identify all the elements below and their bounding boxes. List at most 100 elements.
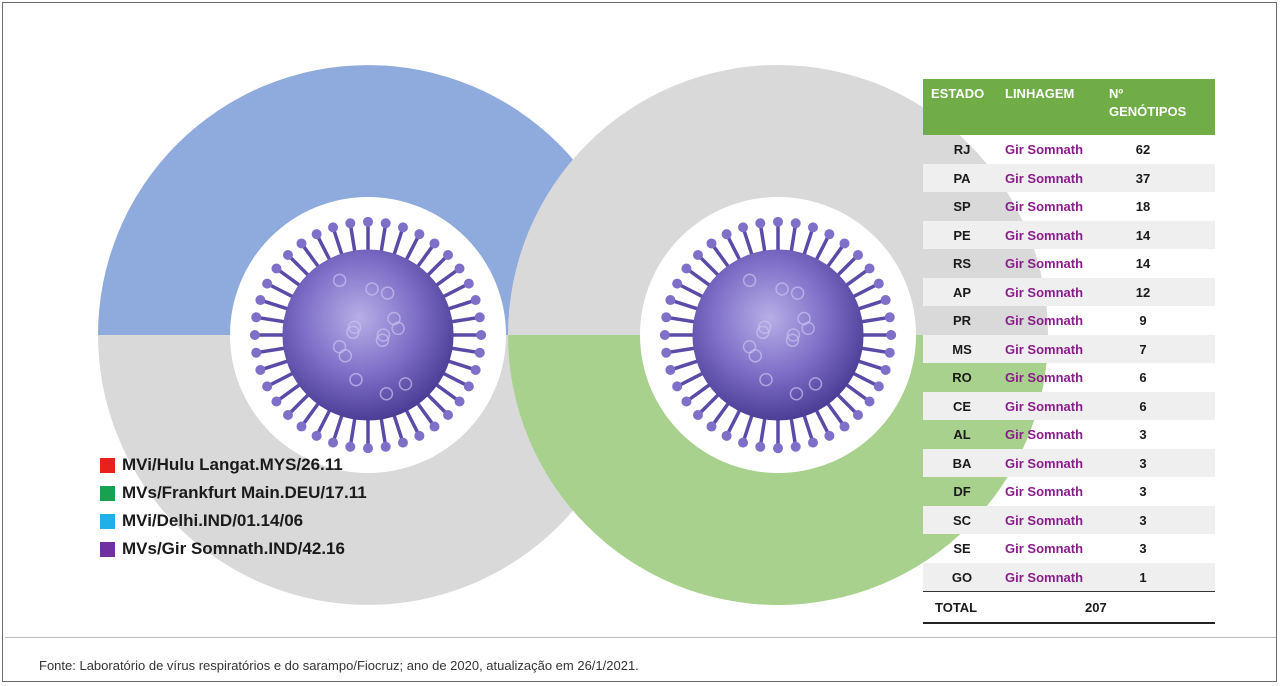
virus-spike-tip (328, 437, 339, 448)
virus-texture (808, 377, 823, 391)
virus-texture (376, 328, 391, 342)
virus-texture (332, 339, 347, 354)
table-total-row: TOTAL 207 (923, 591, 1215, 624)
legend-label: MVs/Frankfurt Main.DEU/17.11 (122, 483, 367, 502)
virus-spike-tip (790, 218, 801, 229)
virus-spike-tip (665, 295, 676, 306)
virus-spike-tip (839, 421, 850, 432)
virus-spike-tip (328, 222, 339, 233)
cell-linhagem: Gir Somnath (1005, 256, 1084, 271)
table-row: GO Gir Somnath 1 (923, 562, 1215, 591)
cell-genotipos: 3 (1139, 512, 1147, 528)
virus-texture (365, 282, 379, 296)
cell-linhagem: Gir Somnath (1005, 170, 1084, 186)
cell-linhagem: Gir Somnath (1005, 427, 1084, 442)
virus-spike-tip (884, 312, 895, 323)
cell-linhagem: Gir Somnath (1005, 199, 1084, 214)
virus-spike-tip (443, 249, 454, 260)
virus-texture (380, 286, 395, 300)
legend-label: MVs/Gir Somnath.IND/42.16 (122, 539, 345, 558)
cell-linhagem: Gir Somnath (1005, 484, 1084, 499)
total-label: TOTAL (935, 600, 978, 615)
header-genotipos: GENÓTIPOS (1109, 104, 1187, 119)
virus-spike-tip (706, 421, 717, 432)
virus-spike-tip (380, 441, 391, 452)
genotype-table: ESTADO LINHAGEM Nº GENÓTIPOS RJ Gir Somna… (923, 79, 1215, 624)
cell-estado: RJ (953, 142, 971, 157)
virus-spike-tip (474, 312, 485, 323)
virus-spike-tip (886, 330, 897, 340)
legend-swatch-purple (100, 542, 115, 557)
virus-spike-tip (262, 278, 273, 289)
virus-spike-tip (474, 347, 485, 358)
table-row: CE Gir Somnath 6 (923, 391, 1215, 420)
virus-spike-tip (414, 229, 425, 240)
cell-linhagem: Gir Somnath (1005, 370, 1084, 385)
table-row: PA Gir Somnath 37 (923, 163, 1215, 192)
virus-spike-tip (661, 347, 672, 358)
total-value: 207 (1085, 600, 1107, 615)
virus-spike-tip (476, 330, 487, 340)
virus-spike-tip (884, 347, 895, 358)
virus-texture (775, 282, 789, 296)
table-row: AL Gir Somnath 3 (923, 420, 1215, 449)
virus-texture (789, 387, 804, 401)
virus-spike-tip (345, 218, 356, 229)
virus-texture (391, 321, 405, 336)
cell-genotipos: 6 (1139, 398, 1147, 414)
virus-texture (742, 339, 757, 354)
virus-texture (757, 320, 772, 335)
table-row: MS Gir Somnath 7 (923, 334, 1215, 363)
virus-spike-tip (429, 421, 440, 432)
virus-spike-tip (249, 330, 260, 340)
virus-spike-tip (738, 222, 749, 233)
cell-genotipos: 14 (1135, 227, 1151, 243)
virus-spike-tip (363, 216, 373, 227)
cell-linhagem: Gir Somnath (1005, 398, 1084, 414)
virus-texture (347, 320, 362, 335)
virus-spike-tip (864, 396, 875, 407)
cell-estado: RS (952, 256, 972, 271)
virus-spike-tip (311, 430, 322, 441)
table-row: DF Gir Somnath 3 (923, 477, 1215, 506)
virus-spike-tip (262, 381, 273, 392)
cell-estado: AP (952, 284, 972, 300)
cell-genotipos: 3 (1139, 484, 1147, 499)
virus-spike-tip (692, 410, 703, 421)
virus-spike-tip (790, 441, 801, 452)
virus-spike-tip (692, 249, 703, 260)
cell-estado: RO (952, 370, 972, 385)
virus-spike-tip (271, 396, 282, 407)
table-row: RJ Gir Somnath 62 (923, 135, 1215, 164)
virus-spike-tip (755, 218, 766, 229)
legend-swatch-red (100, 458, 115, 473)
cell-estado: PR (952, 313, 972, 328)
virus-spike-tip (397, 437, 408, 448)
table-row: PE Gir Somnath 14 (923, 220, 1215, 249)
virus-spike-tip (661, 312, 672, 323)
table-row: SE Gir Somnath 3 (923, 534, 1215, 563)
virus-spike-tip (443, 410, 454, 421)
table-row: SP Gir Somnath 18 (923, 192, 1215, 221)
table-body: RJ Gir Somnath 62 PA Gir Somnath 37 SP Gir Somn… (923, 135, 1215, 591)
virus-spike-tip (824, 229, 835, 240)
cell-linhagem: Gir Somnath (1005, 142, 1084, 157)
virus-texture (790, 286, 805, 300)
donut-chart-graphic (98, 65, 1048, 605)
virus-texture (379, 387, 394, 401)
virus-texture (786, 328, 801, 342)
right-donut (508, 65, 1048, 605)
virus-spike-tip (271, 263, 282, 274)
virus-spike-tip (380, 218, 391, 229)
cell-genotipos: 3 (1139, 541, 1147, 556)
left-donut (98, 65, 638, 605)
cell-estado: MS (952, 341, 972, 357)
virus-spike-tip (672, 278, 683, 289)
cell-linhagem: Gir Somnath (1005, 313, 1084, 328)
virus-spike-tip (853, 249, 864, 260)
cell-genotipos: 37 (1135, 170, 1151, 186)
header-estado: ESTADO (931, 86, 985, 101)
virus-spike-tip (706, 238, 717, 249)
table-row: PR Gir Somnath 9 (923, 306, 1215, 335)
